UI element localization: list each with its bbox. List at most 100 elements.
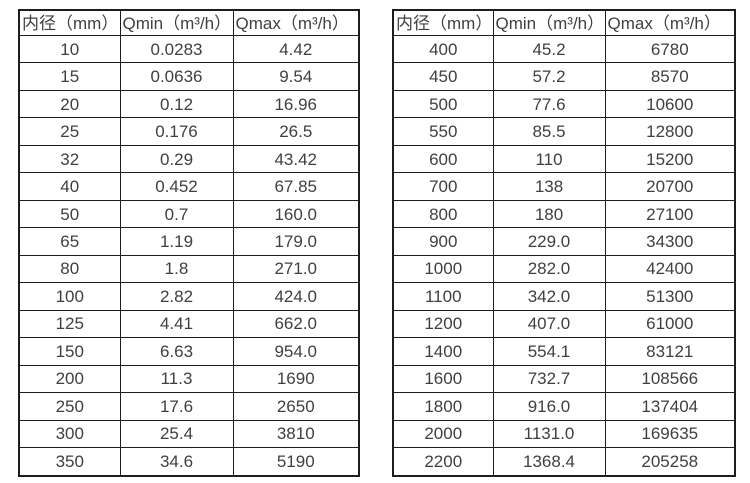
table-cell: 250 <box>18 392 121 421</box>
table-cell: 200 <box>18 364 121 394</box>
table-cell: 0.12 <box>119 89 234 119</box>
table-cell: 15200 <box>604 144 736 174</box>
table-cell: 11.3 <box>119 364 234 394</box>
table-cell: 80 <box>18 254 121 284</box>
table-cell: 0.452 <box>119 172 234 201</box>
table-cell: 34.6 <box>119 447 234 477</box>
table-row: 1200 407.0 61000 <box>392 309 736 339</box>
table-cell: 1000 <box>392 254 494 284</box>
table-row: 700 138 20700 <box>392 172 736 201</box>
table-cell: 400 <box>392 34 494 64</box>
table-cell: 160.0 <box>232 199 360 229</box>
table-cell: 8570 <box>604 62 736 91</box>
table-cell: 271.0 <box>232 254 360 284</box>
table-cell: 1131.0 <box>492 419 606 449</box>
table-cell: 342.0 <box>492 282 606 311</box>
table-cell: 1690 <box>232 364 360 394</box>
table-cell: 0.7 <box>119 199 234 229</box>
table-cell: 138 <box>492 172 606 201</box>
table-cell: 180 <box>492 199 606 229</box>
table-cell: 43.42 <box>232 144 360 174</box>
column-header: 内径（mm） <box>392 9 494 36</box>
table-row: 1800 916.0 137404 <box>392 392 736 421</box>
table-cell: 27100 <box>604 199 736 229</box>
table-cell: 6780 <box>604 34 736 64</box>
table-cell: 26.5 <box>232 117 360 146</box>
table-cell: 125 <box>18 309 121 339</box>
table-cell: 100 <box>18 282 121 311</box>
table-row: 200 11.3 1690 <box>18 364 360 394</box>
table-cell: 0.176 <box>119 117 234 146</box>
table-cell: 45.2 <box>492 34 606 64</box>
table-cell: 407.0 <box>492 309 606 339</box>
table-row: 150 6.63 954.0 <box>18 337 360 366</box>
table-cell: 50 <box>18 199 121 229</box>
table-row: 400 45.2 6780 <box>392 34 736 64</box>
table-cell: 916.0 <box>492 392 606 421</box>
table-cell: 20700 <box>604 172 736 201</box>
table-cell: 83121 <box>604 337 736 366</box>
table-cell: 61000 <box>604 309 736 339</box>
table-cell: 0.29 <box>119 144 234 174</box>
table-cell: 2650 <box>232 392 360 421</box>
table-cell: 17.6 <box>119 392 234 421</box>
table-row: 350 34.6 5190 <box>18 447 360 477</box>
table-cell: 500 <box>392 89 494 119</box>
table-cell: 40 <box>18 172 121 201</box>
table-cell: 450 <box>392 62 494 91</box>
table-row: 2000 1131.0 169635 <box>392 419 736 449</box>
table-cell: 12800 <box>604 117 736 146</box>
table-row: 32 0.29 43.42 <box>18 144 360 174</box>
table-row: 800 180 27100 <box>392 199 736 229</box>
table-row: 1000 282.0 42400 <box>392 254 736 284</box>
table-row: 500 77.6 10600 <box>392 89 736 119</box>
table-cell: 25 <box>18 117 121 146</box>
table-row: 100 2.82 424.0 <box>18 282 360 311</box>
table-row: 50 0.7 160.0 <box>18 199 360 229</box>
table-cell: 4.41 <box>119 309 234 339</box>
table-cell: 32 <box>18 144 121 174</box>
table-cell: 108566 <box>604 364 736 394</box>
table-row: 15 0.0636 9.54 <box>18 62 360 91</box>
table-cell: 732.7 <box>492 364 606 394</box>
table-cell: 2200 <box>392 447 494 477</box>
table-row: 900 229.0 34300 <box>392 227 736 256</box>
table-cell: 1400 <box>392 337 494 366</box>
table-cell: 179.0 <box>232 227 360 256</box>
table-cell: 424.0 <box>232 282 360 311</box>
table-row: 1600 732.7 108566 <box>392 364 736 394</box>
table-cell: 110 <box>492 144 606 174</box>
table-cell: 85.5 <box>492 117 606 146</box>
table-cell: 3810 <box>232 419 360 449</box>
table-cell: 9.54 <box>232 62 360 91</box>
table-cell: 0.0636 <box>119 62 234 91</box>
table-cell: 137404 <box>604 392 736 421</box>
table-cell: 1100 <box>392 282 494 311</box>
table-cell: 282.0 <box>492 254 606 284</box>
table-cell: 700 <box>392 172 494 201</box>
table-cell: 1.19 <box>119 227 234 256</box>
table-cell: 900 <box>392 227 494 256</box>
table-cell: 300 <box>18 419 121 449</box>
table-row: 300 25.4 3810 <box>18 419 360 449</box>
table-cell: 1.8 <box>119 254 234 284</box>
table-cell: 1200 <box>392 309 494 339</box>
table-cell: 550 <box>392 117 494 146</box>
table-cell: 150 <box>18 337 121 366</box>
table-cell: 205258 <box>604 447 736 477</box>
column-header: Qmin（m³/h） <box>492 9 606 36</box>
table-cell: 10600 <box>604 89 736 119</box>
table-cell: 5190 <box>232 447 360 477</box>
column-header: Qmax（m³/h） <box>232 9 360 36</box>
table-cell: 600 <box>392 144 494 174</box>
table-cell: 954.0 <box>232 337 360 366</box>
table-cell: 1800 <box>392 392 494 421</box>
header-row: 内径（mm） Qmin（m³/h） Qmax（m³/h） <box>392 9 736 36</box>
table-cell: 169635 <box>604 419 736 449</box>
table-row: 20 0.12 16.96 <box>18 89 360 119</box>
table-cell: 77.6 <box>492 89 606 119</box>
table-cell: 20 <box>18 89 121 119</box>
table-cell: 34300 <box>604 227 736 256</box>
table-cell: 57.2 <box>492 62 606 91</box>
table-cell: 1368.4 <box>492 447 606 477</box>
